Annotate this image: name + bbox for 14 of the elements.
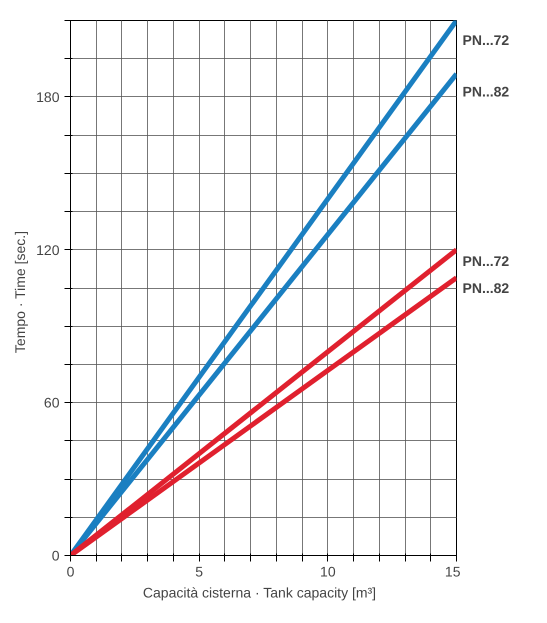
series-label: PN...82 (462, 83, 510, 100)
x-tick-label: 10 (320, 564, 336, 580)
series-label: PN...82 (462, 280, 510, 296)
x-tick-label: 15 (444, 564, 461, 580)
y-axis-title: Tempo · Time [sec.] (12, 230, 28, 354)
series-label: PN...72 (462, 252, 510, 269)
y-tick-label: 60 (44, 394, 60, 411)
x-tick-label: 0 (66, 564, 75, 580)
x-tick-label: 5 (195, 564, 204, 580)
series-label: PN...72 (462, 32, 510, 48)
y-tick-label: 180 (36, 88, 60, 105)
x-axis-title: Capacità cisterna · Tank capacity [m³] (142, 584, 376, 600)
y-tick-label: 120 (36, 242, 60, 258)
y-tick-label: 0 (52, 548, 60, 564)
